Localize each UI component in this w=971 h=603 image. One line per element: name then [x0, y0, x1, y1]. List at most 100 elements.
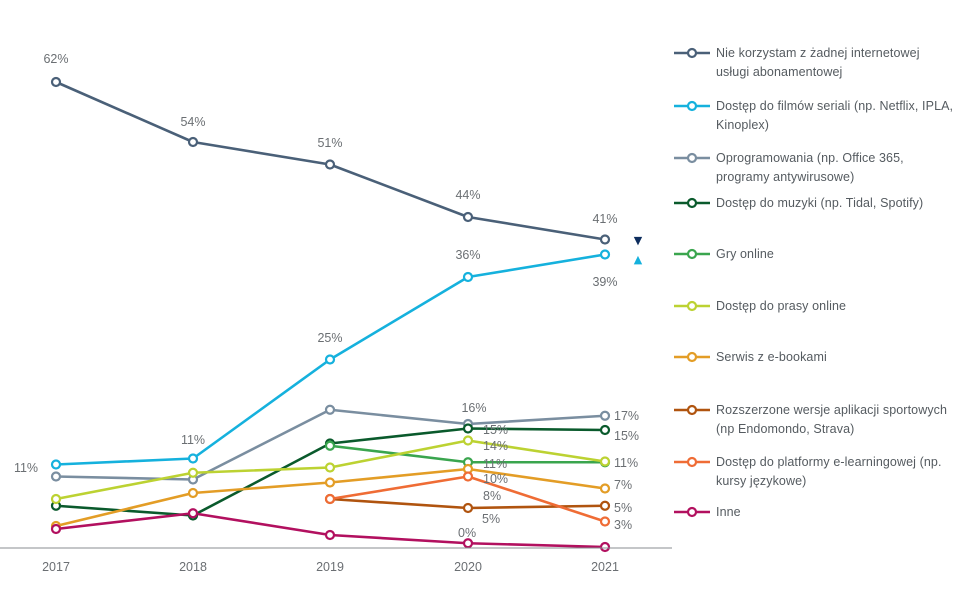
legend-item: Dostęp do filmów seriali (np. Netflix, I… — [672, 97, 954, 135]
data-point — [50, 76, 62, 88]
data-point — [324, 159, 336, 170]
legend-swatch — [674, 351, 710, 363]
x-tick-label: 2020 — [454, 560, 482, 574]
data-point — [50, 493, 62, 505]
data-point — [599, 424, 611, 436]
legend-label: Inne — [716, 505, 741, 519]
legend-label: Oprogramowania (np. Office 365, programy… — [716, 151, 904, 184]
annotation-label: 0% — [458, 526, 476, 540]
legend-item: Dostęp do prasy online — [672, 297, 954, 316]
data-point — [187, 136, 199, 148]
x-tick-label: 2017 — [42, 560, 70, 574]
legend-label: Serwis z e-bookami — [716, 350, 827, 364]
data-point — [187, 453, 199, 464]
legend-swatch — [674, 456, 710, 468]
data-point — [324, 354, 336, 365]
annotation-label: 14% — [483, 439, 508, 453]
x-tick-label: 2018 — [179, 560, 207, 574]
legend-item: Gry online — [672, 245, 954, 264]
legend-label: Gry online — [716, 247, 774, 261]
x-tick-label: 2019 — [316, 560, 344, 574]
legend-label: Dostęp do muzyki (np. Tidal, Spotify) — [716, 196, 924, 210]
x-axis-ticks: 2017 2018 2019 2020 2021 — [42, 560, 619, 574]
data-label: 5% — [614, 501, 632, 515]
data-label: 36% — [455, 248, 480, 262]
data-label: 15% — [614, 429, 639, 443]
data-label: 11% — [614, 456, 638, 470]
legend-swatch — [674, 506, 710, 518]
annotation-label: 5% — [482, 512, 500, 526]
legend-item: Rozszerzone wersje aplikacji sportowych … — [672, 401, 954, 439]
data-point — [324, 477, 336, 488]
data-point — [324, 529, 336, 541]
data-label: 51% — [317, 136, 342, 150]
legend-item: Dostęp do platformy e-learningowej (np. … — [672, 453, 954, 491]
series-points — [50, 76, 611, 553]
data-label: 44% — [455, 188, 480, 202]
legend-swatch — [674, 152, 710, 164]
data-point — [50, 523, 62, 535]
data-labels: 62% 54% 51% 44% 41% 11% 11% 25% 36% 39% 16% 17% 15% 1… — [14, 52, 639, 540]
legend-label: Rozszerzone wersje aplikacji sportowych … — [716, 403, 948, 436]
legend-label: Dostęp do prasy online — [716, 299, 847, 313]
data-point — [187, 467, 199, 478]
data-label: 11% — [14, 461, 38, 475]
change-up-icon: ▲ — [634, 253, 643, 266]
series-lines — [55, 80, 606, 549]
data-point — [324, 493, 336, 505]
data-point — [462, 502, 474, 514]
x-tick-label: 2021 — [591, 560, 619, 574]
legend-swatch — [674, 47, 710, 59]
legend-label: Dostęp do platformy e-learningowej (np. … — [716, 455, 942, 488]
legend-swatch — [674, 404, 710, 416]
annotation-label: 8% — [483, 489, 501, 503]
data-label: 17% — [614, 409, 639, 423]
legend-swatch — [674, 300, 710, 312]
data-label: 39% — [592, 275, 617, 289]
annotation-label: 10% — [483, 472, 508, 486]
data-point — [324, 440, 336, 451]
legend-label: Nie korzystam z żadnej internetowej usłu… — [716, 46, 920, 79]
data-point — [599, 500, 611, 511]
legend-item: Nie korzystam z żadnej internetowej usłu… — [672, 44, 954, 82]
data-point — [324, 404, 336, 415]
data-point — [599, 410, 611, 421]
data-point — [462, 538, 474, 549]
change-down-icon: ▼ — [634, 234, 643, 247]
data-point — [599, 516, 611, 527]
data-label: 25% — [317, 331, 342, 345]
data-point — [599, 541, 611, 553]
data-label: 41% — [592, 212, 617, 226]
legend-item: Inne — [672, 503, 954, 522]
data-point — [599, 249, 611, 260]
data-label: 3% — [614, 518, 632, 532]
legend-item: Oprogramowania (np. Office 365, programy… — [672, 149, 954, 187]
data-point — [187, 508, 199, 519]
annotation-label: 11% — [483, 457, 507, 471]
data-point — [599, 234, 611, 245]
data-point — [599, 483, 611, 494]
data-point — [599, 456, 611, 467]
data-point — [462, 435, 474, 446]
data-label: 62% — [43, 52, 68, 66]
data-point — [462, 271, 474, 283]
data-point — [187, 487, 199, 499]
legend-item: Serwis z e-bookami — [672, 348, 954, 367]
legend-swatch — [674, 100, 710, 112]
data-label: 7% — [614, 478, 632, 492]
data-label: 16% — [461, 401, 486, 415]
data-label: 11% — [181, 433, 205, 447]
legend-label: Dostęp do filmów seriali (np. Netflix, I… — [716, 99, 954, 132]
data-point — [50, 459, 62, 470]
data-point — [50, 471, 62, 482]
data-point — [462, 211, 474, 223]
change-markers: ▼▲ — [634, 234, 643, 266]
data-point — [324, 462, 336, 473]
data-point — [462, 423, 474, 434]
legend-swatch — [674, 197, 710, 209]
data-label: 54% — [180, 115, 205, 129]
annotation-label: 15% — [483, 423, 508, 437]
data-point — [462, 471, 474, 482]
legend-item: Dostęp do muzyki (np. Tidal, Spotify) — [672, 194, 954, 213]
